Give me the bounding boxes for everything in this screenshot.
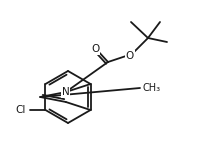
Text: CH₃: CH₃	[143, 83, 161, 93]
Text: O: O	[91, 44, 99, 54]
Text: Cl: Cl	[15, 105, 25, 115]
Text: O: O	[126, 51, 134, 61]
Text: N: N	[62, 87, 70, 97]
